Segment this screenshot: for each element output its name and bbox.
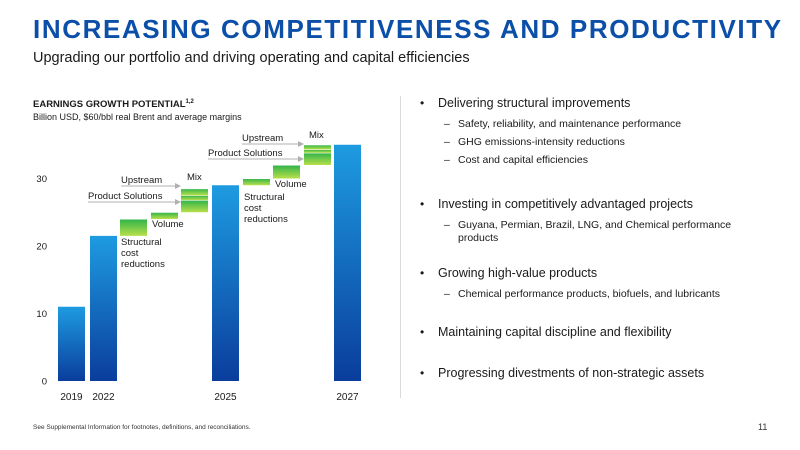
page-number: 11 [758, 422, 768, 432]
bullet-dot: • [420, 197, 425, 211]
sub-bullet-text: Safety, reliability, and maintenance per… [458, 118, 682, 130]
step-bar [181, 188, 208, 196]
chart-subtitle: Billion USD, $60/bbl real Brent and aver… [33, 112, 242, 122]
step-label-upstream: Upstream [121, 175, 162, 186]
step-label-mix: Mix [309, 130, 324, 141]
step-bar [120, 219, 147, 236]
step-label-product-solutions: Product Solutions [88, 191, 163, 202]
step-label-product-solutions: Product Solutions [208, 148, 283, 159]
y-tick-label: 20 [36, 242, 47, 253]
bars [58, 144, 361, 381]
x-tick-label: 2027 [336, 392, 359, 403]
y-tick-label: 30 [36, 174, 47, 185]
step-bar [304, 149, 331, 153]
sub-bullet-dash: – [444, 136, 450, 148]
page-subtitle: Upgrading our portfolio and driving oper… [33, 50, 470, 66]
step-label-upstream: Upstream [242, 133, 283, 144]
bullet-dot: • [420, 366, 425, 380]
step-bar [273, 165, 300, 179]
bullet-dot: • [420, 325, 425, 339]
step-label-volume: Volume [275, 179, 307, 190]
total-bar [58, 306, 85, 381]
total-bar [212, 185, 239, 381]
bullet-dot: • [420, 266, 425, 280]
bullet-text: Progressing divestments of non-strategic… [438, 366, 705, 380]
bar-labels: 2019 2022 2025 2027 Structural cost reductions… [60, 130, 359, 403]
x-tick-label: 2019 [60, 392, 83, 403]
bullet-text: Investing in competitively advantaged pr… [438, 197, 694, 211]
x-tick-label: 2025 [214, 392, 237, 403]
y-tick-label: 0 [42, 377, 47, 388]
column-divider [400, 96, 401, 398]
sub-bullet-text: Cost and capital efficiencies [458, 154, 588, 166]
step-label-structural-cost: Structural cost reductions [121, 237, 165, 270]
step-bar [151, 212, 178, 219]
step-bar [181, 200, 208, 213]
footnote: See Supplemental Information for footnot… [33, 424, 251, 431]
sub-bullet-dash: – [444, 288, 450, 300]
bullet-dot: • [420, 96, 425, 110]
step-label-structural-cost: Structural cost reductions [244, 192, 288, 225]
earnings-waterfall-chart: 0 10 20 30 2019 2022 2025 2027 Structural cost re… [36, 130, 361, 403]
sub-bullet-text: Guyana, Permian, Brazil, LNG, and Chemic… [458, 219, 732, 244]
chart-title: EARNINGS GROWTH POTENTIAL1,2 [33, 99, 194, 110]
page-title: INCREASING COMPETITIVENESS AND PRODUCTIV… [33, 14, 783, 44]
sub-bullet-text: GHG emissions-intensity reductions [458, 136, 625, 148]
step-label-mix: Mix [187, 172, 202, 183]
bullet-text: Maintaining capital discipline and flexi… [438, 325, 672, 339]
sub-bullet-dash: – [444, 219, 450, 231]
sub-bullet-dash: – [444, 118, 450, 130]
step-label-volume: Volume [152, 219, 184, 230]
y-axis: 0 10 20 30 [36, 174, 47, 388]
chart-title-footnote: 1,2 [185, 99, 194, 105]
total-bar [90, 235, 117, 381]
bullet-text: Delivering structural improvements [438, 96, 631, 110]
step-bar [304, 144, 331, 150]
step-bar [243, 178, 270, 186]
bullet-text: Growing high-value products [438, 266, 598, 280]
step-bar [304, 152, 331, 165]
y-tick-label: 10 [36, 309, 47, 320]
step-bar [181, 195, 208, 201]
x-tick-label: 2022 [92, 392, 115, 403]
chart-title-text: EARNINGS GROWTH POTENTIAL [33, 99, 186, 111]
sub-bullet-text: Chemical performance products, biofuels,… [458, 288, 721, 300]
total-bar [334, 144, 361, 381]
sub-bullet-dash: – [444, 154, 450, 166]
